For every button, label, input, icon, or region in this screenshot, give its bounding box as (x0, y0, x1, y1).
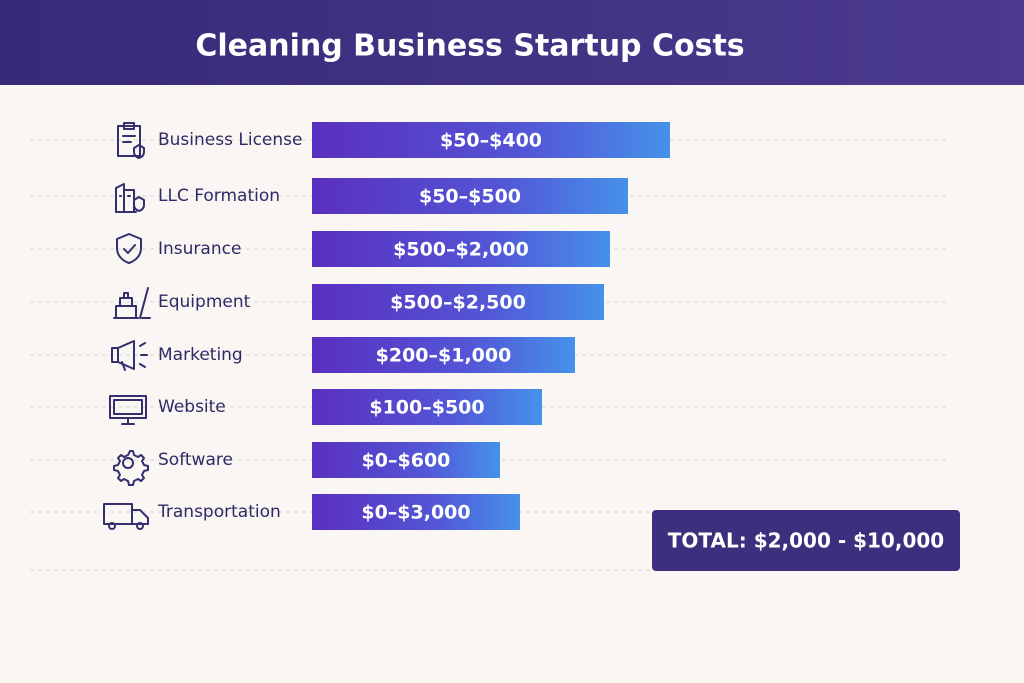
item-label: Website (158, 397, 226, 417)
item-label: Software (158, 450, 233, 470)
row-icon (116, 233, 142, 264)
header-band (0, 0, 1024, 85)
cost-text: $0–$3,000 (361, 502, 470, 524)
cost-text: $500–$2,000 (393, 239, 529, 261)
cost-bar (312, 389, 542, 425)
cost-bar (312, 122, 670, 158)
cost-bar (312, 178, 628, 214)
cost-text: $500–$2,500 (390, 292, 526, 314)
row-icon (113, 450, 149, 486)
item-label: Equipment (158, 292, 251, 312)
row-icon (113, 287, 151, 319)
item-label: LLC Formation (158, 186, 280, 206)
title: Cleaning Business Startup Costs (195, 29, 744, 64)
cost-bar (312, 337, 575, 373)
total-box (652, 510, 960, 571)
item-label: Business License (158, 130, 302, 150)
row-icon (109, 395, 147, 425)
cost-text: $50–$400 (440, 130, 542, 152)
item-label: Marketing (158, 345, 243, 365)
cost-bar (312, 231, 610, 267)
item-label: Transportation (157, 502, 281, 522)
row-icon (117, 122, 145, 159)
cost-text: $50–$500 (419, 186, 521, 208)
row-icon (103, 503, 149, 530)
total-text: TOTAL: $2,000 - $10,000 (668, 529, 944, 553)
row-icon (111, 340, 148, 371)
cost-text: $0–$600 (362, 450, 451, 472)
row-icon (115, 183, 145, 213)
item-label: Insurance (158, 239, 241, 259)
cost-bar (312, 442, 500, 478)
cost-bar (312, 284, 604, 320)
cost-bar (312, 494, 520, 530)
cost-text: $100–$500 (369, 397, 484, 419)
cost-rows: Business License $50–$400 LLC Formation $50… (30, 122, 950, 530)
cost-text: $200–$1,000 (376, 345, 512, 367)
